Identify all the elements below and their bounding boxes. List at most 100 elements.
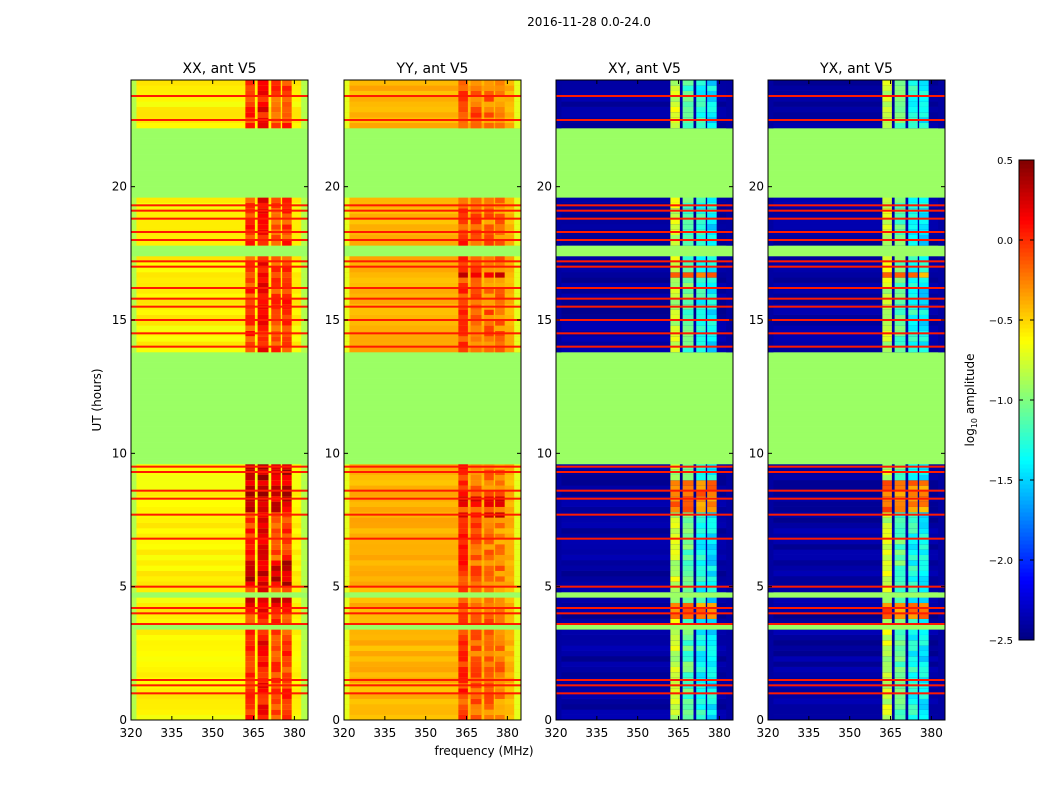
heatmap-cell — [470, 544, 482, 550]
heatmap-cell — [670, 234, 680, 241]
heatmap-cell — [670, 565, 680, 571]
heatmap-cell — [301, 570, 308, 577]
heatmap-cell — [919, 122, 929, 129]
heatmap-cell — [344, 250, 521, 257]
heatmap-cell — [919, 106, 929, 113]
rfi-line — [556, 513, 733, 516]
heatmap-cell — [245, 197, 255, 203]
heatmap-cell — [882, 602, 892, 609]
heatmap-cell — [271, 112, 281, 118]
heatmap-cell — [726, 320, 733, 326]
heatmap-cell — [257, 474, 269, 481]
rfi-line — [344, 204, 521, 207]
colorbar-segment — [1019, 592, 1034, 597]
heatmap-cell — [707, 309, 717, 315]
heatmap-cell — [245, 85, 255, 91]
heatmap-cell — [514, 528, 521, 534]
rfi-line — [344, 95, 521, 97]
heatmap-cell — [344, 378, 521, 385]
heatmap-cell — [768, 250, 945, 257]
colorbar-segment — [1019, 528, 1034, 533]
heatmap-cell — [484, 608, 494, 614]
heatmap-cell — [344, 373, 521, 379]
heatmap-cell — [707, 341, 717, 347]
heatmap-cell — [131, 293, 137, 299]
heatmap-cell — [470, 320, 482, 326]
heatmap-cell — [344, 85, 350, 91]
heatmap-cell — [768, 485, 945, 491]
heatmap-cell — [894, 672, 906, 678]
heatmap-cell — [245, 261, 255, 267]
heatmap-cell — [894, 197, 906, 203]
heatmap-cell — [271, 80, 281, 86]
heatmap-cell — [696, 474, 706, 481]
heatmap-cell — [131, 538, 308, 545]
heatmap-cell — [696, 672, 706, 678]
heatmap-cell — [470, 80, 482, 86]
heatmap-cell — [696, 122, 706, 129]
heatmap-cell — [670, 325, 680, 331]
heatmap-cell — [768, 608, 774, 614]
colorbar-segment — [1019, 536, 1034, 541]
heatmap-cell — [768, 533, 945, 539]
x-tick-label: 365 — [455, 726, 478, 740]
heatmap-cell — [919, 240, 929, 246]
heatmap-cell — [682, 602, 694, 609]
heatmap-cell — [726, 298, 733, 305]
heatmap-cell — [556, 192, 733, 198]
heatmap-cell — [495, 346, 505, 353]
heatmap-cell — [882, 261, 892, 267]
heatmap-cell — [131, 197, 308, 203]
heatmap-cell — [344, 656, 521, 662]
heatmap-cell — [768, 309, 945, 315]
heatmap-cell — [919, 288, 929, 294]
heatmap-cell — [484, 485, 494, 491]
heatmap-cell — [682, 629, 694, 635]
heatmap-cell — [882, 714, 892, 721]
heatmap-cell — [131, 128, 308, 134]
heatmap-cell — [344, 544, 350, 550]
heatmap-cell — [938, 581, 945, 587]
heatmap-cell — [282, 549, 292, 555]
heatmap-cell — [458, 554, 468, 561]
colorbar-segment — [1019, 220, 1034, 225]
heatmap-cell — [470, 522, 482, 529]
heatmap-cell — [682, 85, 694, 91]
heatmap-cell — [344, 613, 350, 619]
heatmap-cell — [894, 490, 906, 497]
heatmap-cell — [726, 288, 733, 294]
heatmap-cell — [282, 320, 292, 326]
rfi-line — [344, 209, 521, 212]
heatmap-cell — [344, 432, 521, 438]
heatmap-cell — [271, 474, 281, 481]
y-tick-label: 10 — [325, 446, 340, 460]
heatmap-cell — [495, 501, 505, 507]
heatmap-cell — [894, 90, 906, 97]
heatmap-cell — [245, 256, 255, 262]
x-tick-label: 320 — [120, 726, 143, 740]
heatmap-cell — [344, 309, 350, 315]
heatmap-cell — [919, 554, 929, 561]
heatmap-cell — [768, 661, 945, 667]
heatmap-cell — [908, 213, 918, 219]
colorbar-segment — [1019, 372, 1034, 377]
heatmap-cell — [271, 538, 281, 545]
heatmap-cell — [245, 666, 255, 673]
heatmap-cell — [670, 576, 680, 582]
heatmap-cell — [245, 672, 255, 678]
rfi-line — [131, 297, 308, 300]
heatmap-cell — [131, 373, 308, 379]
heatmap-cell — [344, 453, 521, 459]
heatmap-cell — [257, 277, 269, 283]
heatmap-cell — [344, 341, 521, 347]
heatmap-cell — [282, 96, 292, 102]
heatmap-cell — [682, 266, 694, 273]
heatmap-cell — [556, 218, 562, 225]
heatmap-cell — [458, 240, 468, 246]
heatmap-cell — [344, 533, 350, 539]
heatmap-cell — [344, 597, 350, 603]
heatmap-cell — [726, 704, 733, 710]
heatmap-cell — [344, 240, 521, 246]
heatmap-cell — [514, 533, 521, 539]
heatmap-cell — [556, 544, 562, 550]
